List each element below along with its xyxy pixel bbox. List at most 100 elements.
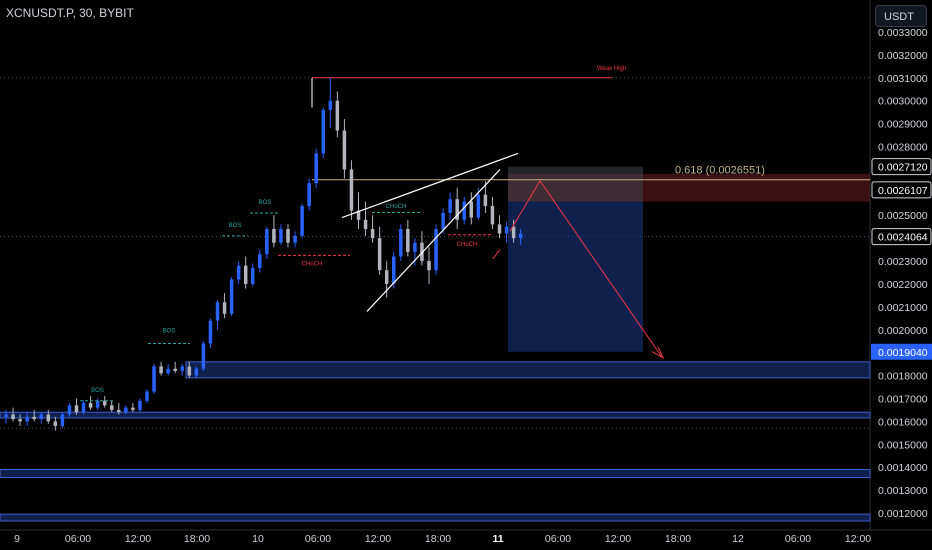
candle-body: [138, 400, 142, 410]
candle-body: [159, 366, 163, 374]
price-label-box: [871, 343, 932, 360]
price-label-text: 0.0019040: [878, 347, 928, 359]
time-tick-label: 12:00: [365, 533, 391, 545]
price-tick-label: 0.0032000: [878, 50, 928, 62]
time-tick-label: 12: [732, 533, 744, 545]
price-label-text: 0.0027120: [878, 162, 928, 174]
candle-body: [117, 409, 121, 413]
time-tick-label: 18:00: [184, 533, 210, 545]
price-tick-label: 0.0031000: [878, 73, 928, 85]
price-label-box: [871, 181, 932, 199]
candle-body: [504, 226, 509, 234]
candle-body: [335, 100, 340, 131]
candle-body: [427, 261, 431, 271]
candle-body: [349, 169, 354, 211]
wedge-upper-line: [341, 152, 519, 219]
candle-body: [265, 228, 269, 255]
candle-body: [321, 109, 325, 154]
candle-body: [194, 368, 199, 376]
candle-body: [208, 320, 213, 344]
candle-body: [448, 199, 452, 213]
candle-body: [413, 242, 417, 252]
candle-body: [511, 226, 516, 239]
candle-body: [11, 414, 15, 420]
candle-body: [145, 391, 149, 401]
demand-zone: [0, 468, 871, 478]
time-tick-label: 12:00: [125, 533, 151, 545]
candle-body: [476, 194, 481, 218]
time-tick-label: 11: [492, 533, 503, 545]
candle-body: [518, 233, 523, 239]
price-tick-label: 0.0020000: [878, 325, 928, 337]
candle-body: [490, 206, 495, 225]
price-tick-label: 0.0016000: [878, 416, 928, 428]
candle-body: [4, 414, 8, 417]
candle-body: [300, 206, 304, 236]
candle-body: [131, 407, 135, 410]
candle-body: [377, 238, 382, 271]
currency-button[interactable]: USDT: [875, 5, 927, 27]
candle-body: [251, 267, 255, 284]
price-tick-label: 0.0029000: [878, 119, 928, 131]
price-tick-label: 0.0017000: [878, 393, 928, 405]
price-tick-label: 0.0033000: [878, 27, 928, 39]
time-tick-label: 9: [14, 533, 20, 545]
price-label-box: [871, 158, 932, 176]
projection-arrowhead: [651, 346, 665, 359]
candle-body: [293, 235, 297, 243]
price-tick-label: 0.0022000: [878, 279, 928, 291]
stop-loss-zone: [508, 166, 643, 202]
candle-body: [392, 256, 396, 284]
candle-body: [462, 201, 466, 220]
choch-label: CHoCH: [457, 242, 478, 248]
price-tick-label: 0.0030000: [878, 96, 928, 108]
price-tick-label: 0.0014000: [878, 462, 928, 474]
candle-body: [455, 199, 459, 220]
take-profit-zone: [508, 201, 643, 352]
candle-body: [258, 254, 262, 268]
candle-body: [314, 153, 318, 184]
bos-label: BOS: [229, 223, 242, 229]
time-tick-label: 10: [252, 533, 264, 545]
candle-body: [229, 279, 234, 314]
choch-label: CHoCH: [302, 262, 323, 268]
candle-body: [173, 368, 177, 371]
candle-body: [243, 265, 248, 284]
candle-body: [236, 265, 241, 280]
time-tick-label: 12:00: [845, 533, 871, 545]
candle-body: [441, 212, 445, 229]
candle-body: [95, 400, 100, 408]
candle-body: [102, 400, 107, 406]
wedge-lower-line: [366, 169, 501, 312]
bos-label: BOS: [91, 388, 104, 394]
candle-body: [384, 270, 389, 284]
candle-body: [74, 405, 79, 413]
weak-high-label: Weak High: [597, 66, 626, 72]
candle-body: [272, 228, 276, 243]
candle-body: [420, 242, 424, 262]
candle-body: [110, 405, 114, 410]
time-tick-label: 06:00: [545, 533, 571, 545]
choch-label: CHoCH: [386, 204, 407, 210]
candle-body: [286, 228, 290, 243]
candle-body: [39, 414, 43, 420]
candle-body: [469, 201, 474, 218]
price-tick-label: 0.0028000: [878, 142, 928, 154]
time-tick-label: 06:00: [305, 533, 331, 545]
candle-body: [399, 228, 403, 257]
time-tick-label: 06:00: [785, 533, 811, 545]
price-tick-label: 0.0012000: [878, 508, 928, 520]
price-tick-label: 0.0025000: [878, 210, 928, 222]
symbol-title: XCNUSDT.P, 30, BYBIT: [6, 6, 134, 20]
price-tick-label: 0.0018000: [878, 371, 928, 383]
candle-body: [201, 343, 206, 369]
candle-body: [88, 403, 93, 408]
demand-zone: [0, 513, 871, 522]
price-tick-label: 0.0021000: [878, 302, 928, 314]
candle-body: [406, 228, 410, 252]
candle-body: [124, 407, 128, 413]
candle-body: [215, 302, 220, 321]
price-tick-label: 0.0015000: [878, 439, 928, 451]
candle-body: [25, 416, 29, 422]
